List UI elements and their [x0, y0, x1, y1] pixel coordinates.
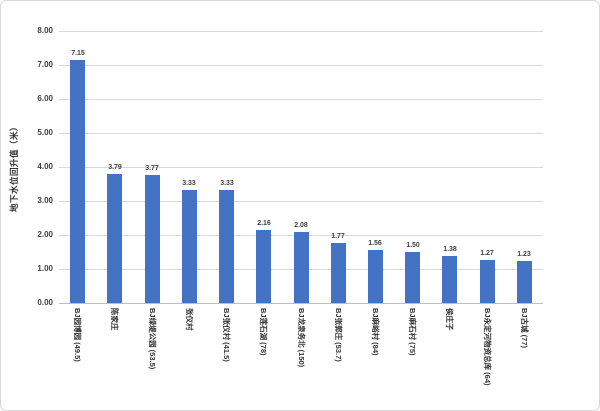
y-tick-label: 1.00	[37, 264, 53, 273]
bar	[219, 190, 234, 303]
bar-value-label: 1.56	[368, 240, 382, 247]
x-axis-label: BJ古城 (77)	[520, 308, 529, 349]
bar-value-label: 1.38	[443, 246, 457, 253]
x-axis-label: BJ永定河物资总库 (64)	[483, 308, 492, 386]
bar	[294, 232, 309, 303]
gridline	[59, 99, 543, 100]
bar	[517, 261, 532, 303]
x-axis-label: BJ龙泉务北 (150)	[297, 308, 306, 368]
bar-value-label: 3.79	[108, 164, 122, 171]
gridline	[59, 167, 543, 168]
bar-value-label: 3.33	[182, 180, 196, 187]
y-tick-label: 3.00	[37, 196, 53, 205]
bar-value-label: 3.77	[145, 165, 159, 172]
bar	[405, 252, 420, 303]
bar-value-label: 2.08	[294, 222, 308, 229]
bar	[331, 243, 346, 303]
gridline	[59, 201, 543, 202]
y-tick-label: 6.00	[37, 94, 53, 103]
y-tick-label: 8.00	[37, 26, 53, 35]
bar	[368, 250, 383, 303]
bar-value-label: 3.33	[220, 180, 234, 187]
bar-value-label: 2.16	[257, 220, 271, 227]
gridline	[59, 65, 543, 66]
x-axis-label: BJ莲石湖 (78)	[259, 308, 268, 356]
y-tick-label: 4.00	[37, 162, 53, 171]
y-tick-label: 2.00	[37, 230, 53, 239]
y-tick-label: 7.00	[37, 60, 53, 69]
bar	[145, 175, 160, 303]
gridline	[59, 133, 543, 134]
bar	[256, 230, 271, 303]
x-axis-label: BJ绿堤公园 (53.5)	[148, 308, 157, 370]
x-axis-label: 陈家庄	[110, 308, 119, 331]
y-tick-label: 0.00	[37, 298, 53, 307]
bar	[107, 174, 122, 303]
x-axis-label: BJ张郭庄 (53.7)	[334, 308, 343, 362]
x-axis-line	[59, 303, 543, 304]
bar	[182, 190, 197, 303]
bar	[480, 260, 495, 303]
x-axis-label: BJ麻峪村 (84)	[371, 308, 380, 356]
x-axis-label: BJ张仪村 (41.5)	[222, 308, 231, 362]
bar-value-label: 1.77	[331, 233, 345, 240]
bar-value-label: 1.27	[480, 250, 494, 257]
bar-value-label: 1.23	[517, 251, 531, 258]
x-axis-label: 侯庄子	[445, 308, 454, 331]
x-axis-label: BJ园博园 (49.5)	[73, 308, 82, 362]
x-axis-label: 张仪村	[185, 308, 194, 331]
x-axis-label: BJ麻石村 (75)	[408, 308, 417, 356]
gridline	[59, 31, 543, 32]
bar	[442, 256, 457, 303]
bar	[70, 60, 85, 303]
y-tick-label: 5.00	[37, 128, 53, 137]
bar-value-label: 7.15	[71, 50, 85, 57]
bar-value-label: 1.50	[406, 242, 420, 249]
